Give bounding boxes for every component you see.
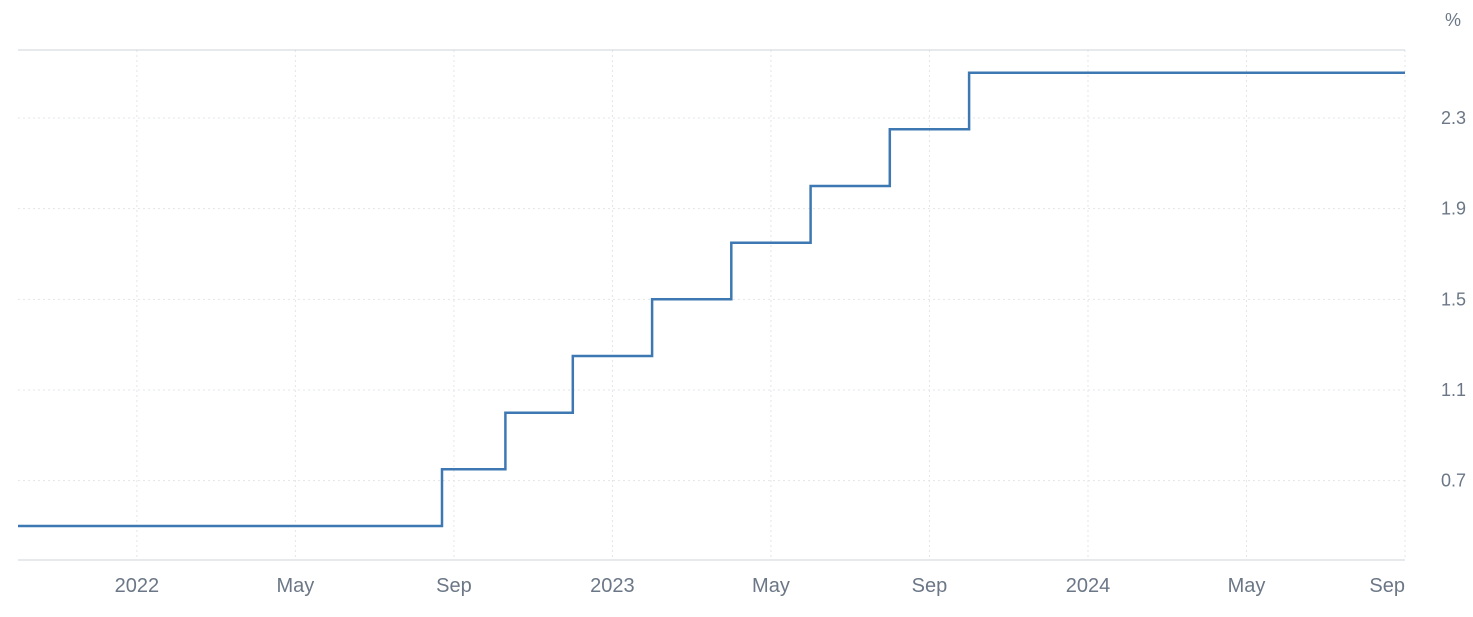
y-tick-label: 1.1	[1441, 380, 1466, 400]
x-tick-label: 2022	[115, 575, 160, 597]
x-tick-label: May	[752, 575, 790, 597]
y-axis-unit: %	[1445, 10, 1461, 30]
x-tick-label: Sep	[436, 575, 472, 597]
x-tick-label: May	[1228, 575, 1266, 597]
x-tick-label: Sep	[1369, 575, 1405, 597]
y-tick-label: 1.9	[1441, 199, 1466, 219]
step-line-chart: 0.7 1.1 1.5 1.9 2.3% 2022 May Sep 2023 May Sep 2024…	[0, 0, 1473, 617]
x-tick-label: May	[277, 575, 315, 597]
y-tick-label: 2.3	[1441, 108, 1466, 128]
y-tick-label: 1.5	[1441, 289, 1466, 309]
x-tick-label: Sep	[912, 575, 948, 597]
chart-bg	[0, 0, 1473, 617]
x-tick-label: 2024	[1066, 575, 1111, 597]
chart-container: 0.7 1.1 1.5 1.9 2.3% 2022 May Sep 2023 May Sep 2024…	[0, 0, 1473, 617]
y-tick-label: 0.7	[1441, 471, 1466, 491]
x-tick-label: 2023	[590, 575, 635, 597]
